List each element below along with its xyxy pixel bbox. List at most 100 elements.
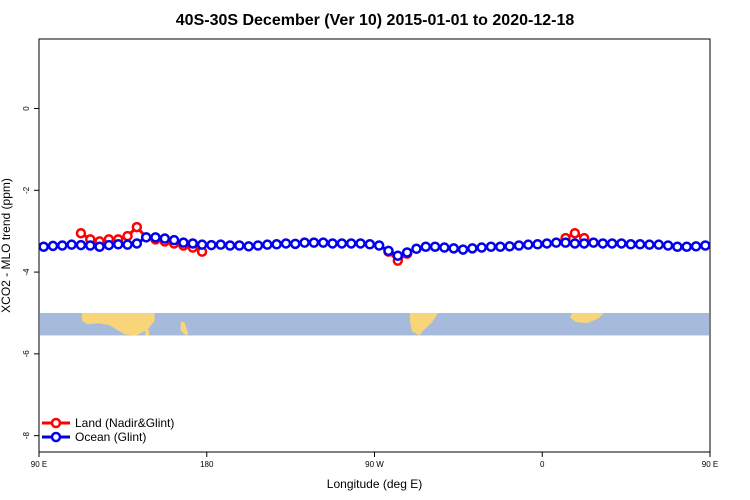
y-axis: 0 -2 -4 -6 -8 [22,106,39,439]
map-land-2 [180,321,189,336]
map-land-4 [570,312,604,324]
series-ocean-point [467,243,478,254]
series-ocean-point [373,240,385,251]
x-axis-label: Longitude (deg E) [327,477,422,491]
series-ocean-point [75,239,87,251]
series-ocean-point [150,232,161,243]
series-ocean-point [308,237,320,248]
series-ocean-point [700,240,710,251]
series-ocean-point [206,239,217,251]
series-ocean-point [690,241,702,252]
series-ocean-point [504,241,515,252]
map-land-0 [81,312,155,336]
series-ocean-point [662,240,674,251]
series-layer [39,221,750,266]
series-ocean-point [94,241,105,252]
chart-title: 40S-30S December (Ver 10) 2015-01-01 to … [176,12,575,29]
series-ocean-point [420,241,432,252]
series-ocean-point [588,237,599,248]
series-ocean-point [327,238,338,249]
x-tick-label-2: 90 W [365,460,384,469]
series-ocean-point [243,241,254,252]
x-tick-label-1: 180 [200,460,214,469]
series-ocean-point [112,239,124,250]
series-ocean-point [541,238,553,249]
series-ocean-point [262,239,273,250]
series-ocean-point [729,242,737,250]
series-ocean-point [720,242,728,250]
series-ocean-point [159,233,171,244]
series-ocean-point [485,241,497,252]
y-tick-label-1: -2 [22,186,31,194]
series-ocean-point [476,242,487,253]
series-ocean-point [271,239,282,250]
series-ocean-point [401,247,413,258]
series-ocean-line-1 [715,237,750,246]
series-ocean-point [616,238,627,249]
x-tick-label-3: 0 [540,460,545,469]
series-ocean-point [439,242,450,253]
series-ocean-point [355,238,366,249]
map-ocean [40,312,709,336]
y-tick-label-4: -8 [22,432,31,440]
legend-item-ocean: Ocean (Glint) [42,430,146,444]
series-ocean-point [392,250,404,261]
series-ocean-point [178,237,189,248]
series-ocean-point [550,237,562,248]
series-ocean-point [625,239,637,250]
series-ocean-point [597,238,609,249]
y-axis-label: XCO2 - MLO trend (ppm) [0,178,13,313]
series-ocean-point [653,239,664,250]
series-ocean-point [39,241,49,252]
series-ocean-point [234,240,245,251]
series-ocean-point [131,238,143,249]
series-ocean-point [57,240,68,251]
series-ocean-point [122,239,133,250]
series-land-point [131,221,143,233]
series-ocean-point [224,240,236,251]
series-ocean-point [336,238,348,249]
series-ocean-point [523,239,534,250]
legend-label-land: Land (Nadir&Glint) [75,416,174,430]
series-ocean-point [215,239,226,250]
series-ocean-point [569,238,581,249]
series-ocean-point [634,239,646,250]
series-ocean-point [644,239,655,250]
y-tick-label-2: -4 [22,268,31,276]
x-tick-label-0: 90 E [31,460,47,469]
map-land-3 [409,312,438,336]
series-ocean-point [681,241,692,252]
series-ocean-point [345,238,357,249]
legend-item-land: Land (Nadir&Glint) [42,416,174,430]
legend-marker-ocean [50,431,62,443]
series-ocean-point [85,240,96,251]
legend-marker-land [50,417,62,429]
series-ocean-point [672,241,683,252]
series-ocean-point [252,240,264,251]
series-ocean-point [513,240,525,251]
y-tick-label-3: -6 [22,350,31,358]
series-ocean [39,232,750,261]
x-axis: 90 E 180 90 W 0 90 E [31,452,718,469]
series-land-point [122,230,133,242]
series-ocean-point [47,240,59,252]
map-land-1 [145,329,149,336]
x-tick-label-4: 90 E [702,460,718,469]
series-ocean-point [578,238,590,249]
series-ocean-point [196,239,208,250]
series-ocean-point [709,244,710,250]
series-ocean-point [560,237,571,248]
series-ocean-point [739,241,747,249]
series-ocean-point [290,238,301,250]
series-ocean-point [280,238,292,249]
legend-label-ocean: Ocean (Glint) [75,430,146,444]
legend: Land (Nadir&Glint) Ocean (Glint) [42,416,174,444]
series-ocean-point [411,243,422,255]
series-ocean-point [457,244,469,255]
series-ocean-point [495,241,506,252]
series-ocean-point [364,239,376,250]
series-land-point [75,227,87,239]
series-ocean-point [532,239,543,250]
series-ocean-point [66,239,77,250]
